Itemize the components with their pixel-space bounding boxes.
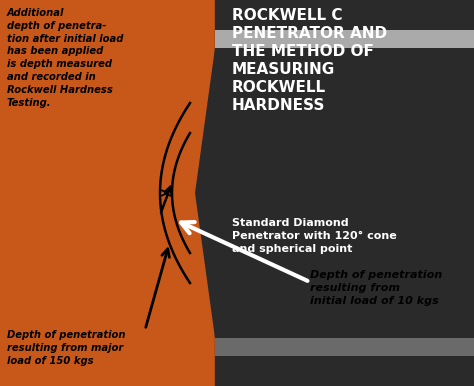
Text: Additional
depth of penetra-
tion after initial load
has been applied
is depth m: Additional depth of penetra- tion after …: [7, 8, 123, 108]
Polygon shape: [195, 193, 474, 356]
Text: Depth of penetration
resulting from
initial load of 10 kgs: Depth of penetration resulting from init…: [310, 270, 442, 306]
Polygon shape: [195, 30, 474, 193]
Text: Depth of penetration
resulting from major
load of 150 kgs: Depth of penetration resulting from majo…: [7, 330, 126, 366]
Polygon shape: [195, 48, 474, 338]
Text: ROCKWELL C
PENETRATOR AND
THE METHOD OF
MEASURING
ROCKWELL
HARDNESS: ROCKWELL C PENETRATOR AND THE METHOD OF …: [232, 8, 387, 113]
Bar: [0, 0, 215, 386]
Text: Standard Diamond
Penetrator with 120° cone
and spherical point: Standard Diamond Penetrator with 120° co…: [232, 218, 397, 254]
Polygon shape: [0, 0, 190, 386]
Bar: [215, 0, 474, 386]
